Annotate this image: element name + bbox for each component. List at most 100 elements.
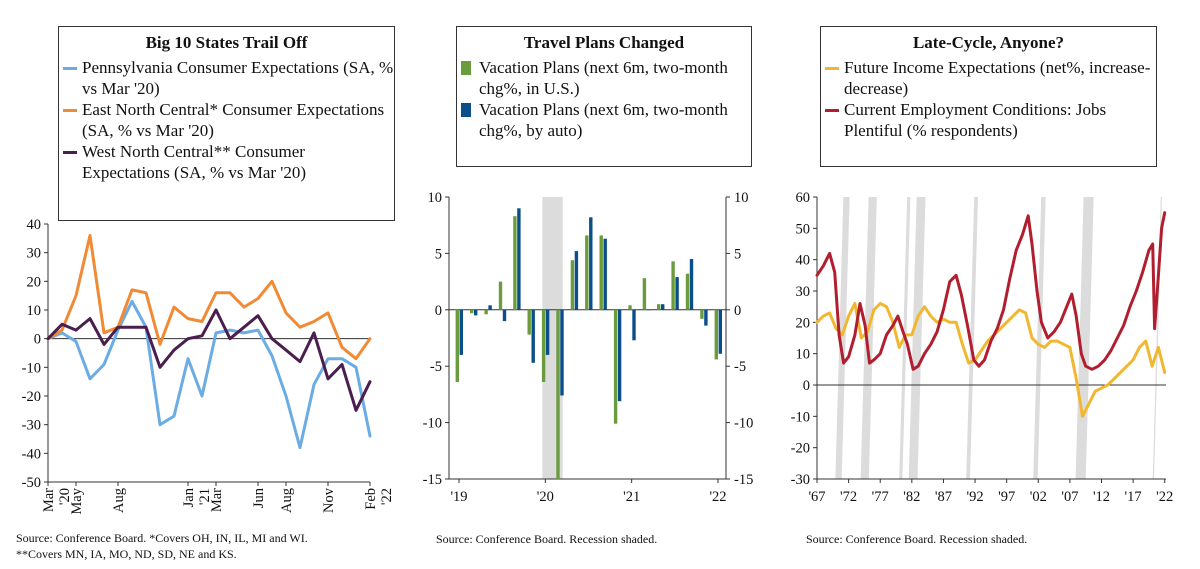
legend-label: East North Central* Consumer Expectation…: [82, 100, 385, 140]
y-tick-label: -20: [22, 389, 41, 405]
x-tick-label: Mar: [209, 488, 225, 512]
x-tick-label: Aug: [111, 488, 127, 513]
y-tick-label: 20: [27, 274, 42, 290]
recession-shade: [1033, 197, 1046, 479]
source-line: **Covers MN, IA, MO, ND, SD, NE and KS.: [16, 547, 237, 561]
legend-swatch: [825, 67, 839, 70]
legend-swatch: [63, 109, 77, 112]
legend-late-cycle: Late-Cycle, Anyone? Future Income Expect…: [820, 26, 1157, 167]
y-tick-label-left: 5: [435, 246, 442, 262]
y-tick-label-right: -15: [734, 472, 753, 488]
y-tick-label: 40: [27, 217, 42, 233]
legend-swatch: [63, 151, 77, 154]
x-tick-label: '17: [1125, 489, 1142, 505]
bar: [527, 309, 531, 335]
bar: [541, 309, 546, 382]
legend-item-vacation-us: Vacation Plans (next 6m, two-month chg%,…: [457, 57, 751, 99]
bar: [560, 309, 564, 396]
bar: [474, 309, 478, 316]
x-tick-label: Jun: [251, 487, 267, 508]
y-tick-label: 20: [796, 315, 811, 331]
bar: [642, 278, 647, 310]
bar: [513, 216, 517, 310]
y-tick-label: 40: [796, 253, 811, 269]
x-tick-label: '19: [450, 489, 467, 505]
x-tick-label: '02: [1030, 489, 1047, 505]
legend-item-pennsylvania: Pennsylvania Consumer Expectations (SA, …: [59, 57, 394, 99]
y-tick-label-right: -5: [734, 359, 746, 375]
legend-item-east-north-central: East North Central* Consumer Expectation…: [59, 99, 394, 141]
legend-item-vacation-auto: Vacation Plans (next 6m, two-month chg%,…: [457, 99, 751, 141]
bar: [646, 309, 651, 311]
y-tick-label-left: 0: [435, 303, 442, 319]
x-tick-label: '22: [379, 488, 395, 505]
bar: [718, 309, 722, 354]
x-tick-label: '12: [1093, 489, 1110, 505]
y-tick-label: 0: [803, 378, 810, 394]
y-tick-label: 50: [796, 221, 811, 237]
x-tick-label: '87: [935, 489, 952, 505]
source-note-3: Source: Conference Board. Recession shad…: [806, 531, 1027, 547]
chart-title: Travel Plans Changed: [523, 33, 685, 52]
recession-shade: [860, 197, 877, 479]
y-tick-label-left: -10: [423, 416, 442, 432]
x-tick-label: '22: [709, 489, 726, 505]
legend-label: Vacation Plans (next 6m, two-month chg%,…: [479, 58, 728, 98]
x-tick-label: Nov: [321, 487, 337, 513]
bar: [517, 208, 521, 310]
y-tick-label: -50: [22, 475, 41, 491]
y-tick-label: 30: [27, 246, 42, 262]
series-line: [815, 211, 1167, 371]
source-note-1: Source: Conference Board. *Covers OH, IN…: [16, 530, 308, 562]
x-tick-label: '21: [623, 489, 640, 505]
y-tick-label: -10: [22, 360, 41, 376]
legend-swatch: [63, 67, 77, 70]
bar: [714, 309, 718, 360]
bar: [556, 309, 560, 479]
series-line: [46, 308, 372, 412]
chart-title: Late-Cycle, Anyone?: [912, 33, 1065, 52]
y-tick-label-left: -15: [423, 472, 442, 488]
legend-big-10-states: Big 10 States Trail Off Pennsylvania Con…: [58, 26, 395, 221]
y-tick-label: 30: [796, 284, 811, 300]
legend-swatch: [461, 61, 471, 75]
bar: [617, 309, 622, 402]
chart-title: Big 10 States Trail Off: [145, 33, 308, 52]
legend-label: Current Employment Conditions: Jobs Plen…: [844, 100, 1107, 140]
bar: [498, 281, 503, 310]
bar: [675, 277, 679, 310]
legend-label: Future Income Expectations (net%, increa…: [844, 58, 1151, 98]
y-tick-label: -30: [791, 472, 810, 488]
source-line: Source: Conference Board. Recession shad…: [806, 532, 1028, 546]
bar: [704, 309, 708, 326]
y-tick-label: -20: [791, 441, 810, 457]
bar: [484, 309, 488, 315]
series-line: [46, 234, 372, 361]
x-tick-label: Aug: [279, 488, 295, 513]
bar: [574, 251, 579, 310]
bar: [545, 309, 550, 355]
chart-late-cycle: 60 50 40 30 20 10 0 -10 -20 -30'67 '72 '77 '82 '87 '92…: [791, 190, 1174, 505]
x-tick-label: Feb: [363, 488, 379, 510]
bar: [700, 309, 704, 319]
bar: [589, 217, 593, 310]
bar: [531, 309, 535, 363]
bar: [661, 304, 665, 310]
x-tick-label: '92: [966, 489, 983, 505]
x-tick-label: Mar: [41, 488, 57, 512]
bar: [455, 309, 459, 382]
x-tick-label: '21: [197, 488, 213, 505]
bar: [603, 238, 607, 310]
recession-shade: [908, 197, 926, 479]
x-tick-label: '20: [57, 488, 73, 505]
y-tick-label-left: 10: [428, 190, 443, 206]
x-tick-label: Jan: [181, 487, 197, 507]
legend-swatch: [461, 103, 471, 117]
legend-item-future-income: Future Income Expectations (net%, increa…: [821, 57, 1156, 99]
series-line: [46, 299, 372, 450]
legend-label: Vacation Plans (next 6m, two-month chg%,…: [479, 100, 728, 140]
bar: [632, 309, 636, 341]
y-tick-label: -10: [791, 409, 810, 425]
bar: [599, 235, 603, 310]
